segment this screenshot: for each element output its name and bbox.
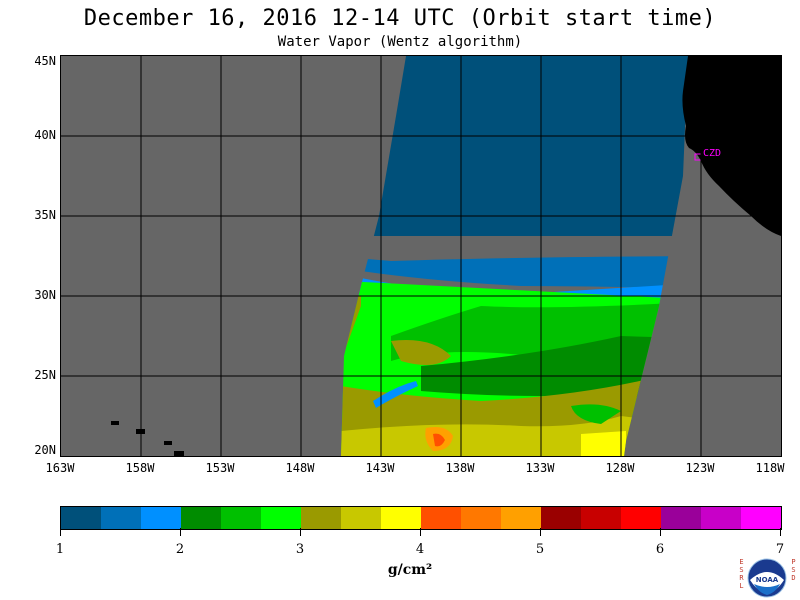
- map-grid: [61, 56, 781, 456]
- colorbar-swatch: [381, 507, 421, 529]
- colorbar-swatch: [461, 507, 501, 529]
- lon-label-153w: 153W: [205, 461, 235, 475]
- lat-label-45n: 45N: [34, 54, 56, 68]
- island-kauai: [111, 421, 119, 425]
- land-california: [682, 56, 781, 236]
- colorbar-label-2: 2: [175, 542, 185, 557]
- colorbar-tick: [180, 528, 181, 536]
- map-subtitle: Water Vapor (Wentz algorithm): [277, 34, 523, 50]
- colorbar-label-3: 3: [295, 542, 305, 557]
- colorbar-swatch: [101, 507, 141, 529]
- lon-label-123w: 123W: [685, 461, 715, 475]
- wv-streak-blue: [373, 381, 418, 408]
- wv-patch-olive: [391, 340, 451, 365]
- colorbar-tick: [540, 528, 541, 536]
- colorbar-swatch: [621, 507, 661, 529]
- water-vapor-map: CZD: [60, 55, 782, 457]
- colorbar-swatch: [301, 507, 341, 529]
- wv-patch-red-orange: [433, 433, 445, 447]
- colorbar-tick: [780, 528, 781, 536]
- colorbar-tick: [300, 528, 301, 536]
- lon-label-133w: 133W: [525, 461, 555, 475]
- lon-label-148w: 148W: [285, 461, 315, 475]
- colorbar-swatch: [181, 507, 221, 529]
- lon-label-158w: 158W: [125, 461, 155, 475]
- lat-label-35n: 35N: [34, 208, 56, 222]
- map-canvas: [61, 56, 781, 456]
- colorbar-units: g/cm²: [387, 562, 433, 578]
- colorbar-label-6: 6: [655, 542, 665, 557]
- colorbar-swatch: [141, 507, 181, 529]
- svg-text:NOAA: NOAA: [756, 576, 779, 584]
- colorbar-label-4: 4: [415, 542, 425, 557]
- noaa-emblem-icon: NOAA: [747, 558, 787, 598]
- colorbar-swatch: [661, 507, 701, 529]
- wv-band-mid-blue: [341, 226, 688, 291]
- lon-label-143w: 143W: [365, 461, 395, 475]
- colorbar-swatch: [501, 507, 541, 529]
- lat-label-40n: 40N: [34, 128, 56, 142]
- noaa-logo: E S R L NOAA P S D: [734, 556, 798, 600]
- esrl-letters: E S R L: [739, 558, 744, 590]
- lat-label-30n: 30N: [34, 288, 56, 302]
- wv-band-dark-green: [421, 336, 688, 398]
- lat-label-20n: 20N: [34, 443, 56, 457]
- colorbar-tick: [420, 528, 421, 536]
- colorbar-swatch: [341, 507, 381, 529]
- colorbar: [60, 506, 782, 530]
- lon-label-118w: 118W: [755, 461, 785, 475]
- wv-patch-green: [571, 404, 621, 424]
- colorbar-swatch: [421, 507, 461, 529]
- lon-label-128w: 128W: [605, 461, 635, 475]
- lon-label-138w: 138W: [445, 461, 475, 475]
- station-label-czd: CZD: [703, 148, 722, 159]
- colorbar-label-5: 5: [535, 542, 545, 557]
- island-maui: [164, 441, 172, 445]
- colorbar-swatch: [581, 507, 621, 529]
- colorbar-label-1: 1: [55, 542, 65, 557]
- wv-patch-yellow: [581, 431, 626, 456]
- colorbar-tick: [60, 528, 61, 536]
- psd-letters: P S D: [791, 558, 796, 582]
- lat-label-25n: 25N: [34, 368, 56, 382]
- colorbar-swatch: [541, 507, 581, 529]
- lon-label-163w: 163W: [45, 461, 75, 475]
- colorbar-swatch: [221, 507, 261, 529]
- colorbar-swatch: [61, 507, 101, 529]
- map-title: December 16, 2016 12-14 UTC (Orbit start…: [83, 6, 717, 31]
- colorbar-label-7: 7: [775, 542, 785, 557]
- satellite-swath: [341, 56, 688, 456]
- colorbar-swatch: [701, 507, 741, 529]
- island-hawaii: [174, 451, 184, 456]
- colorbar-swatch: [261, 507, 301, 529]
- colorbar-swatch: [741, 507, 781, 529]
- colorbar-tick: [660, 528, 661, 536]
